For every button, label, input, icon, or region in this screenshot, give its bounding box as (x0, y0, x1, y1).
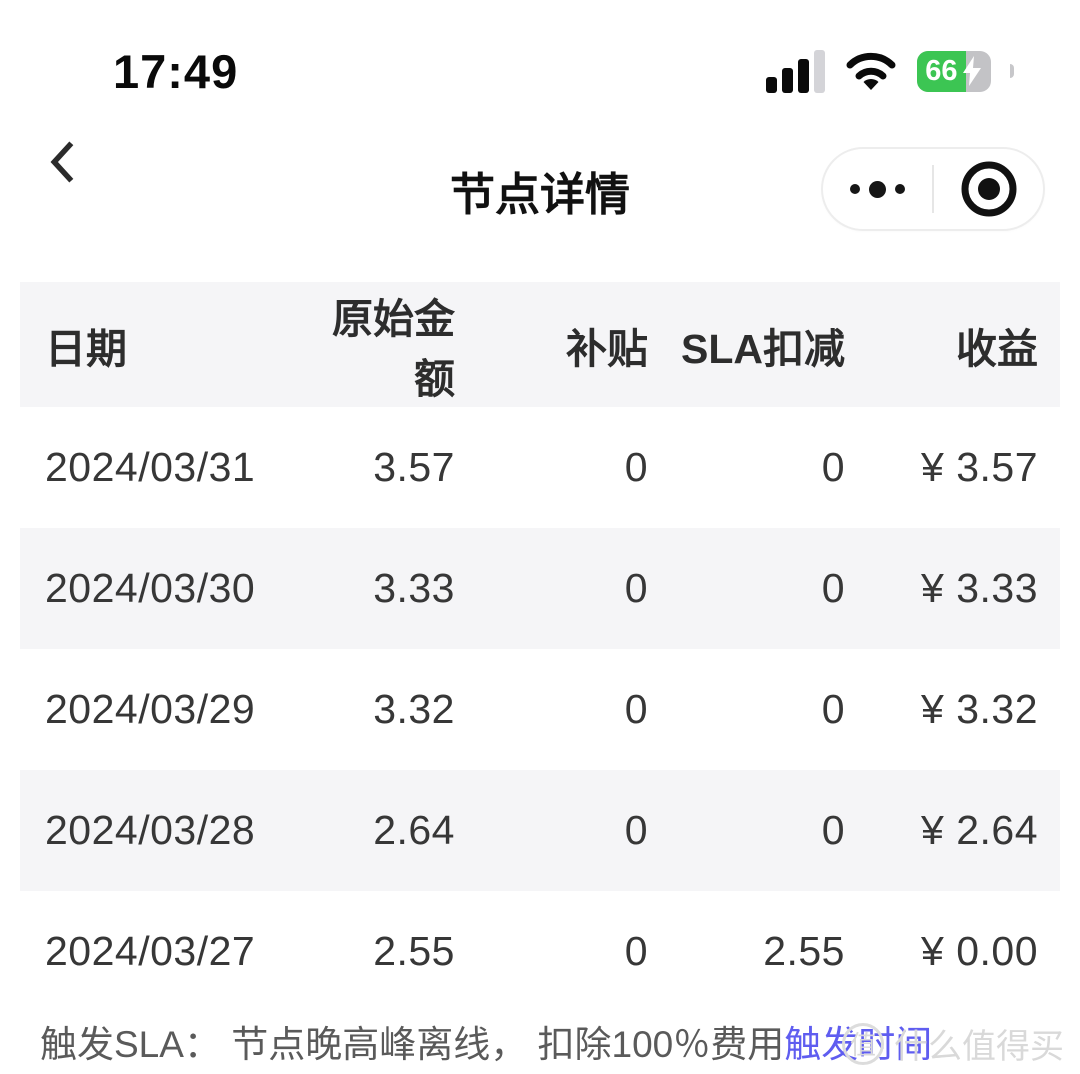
cell-date: 2024/03/31 (45, 444, 256, 490)
miniprogram-capsule (821, 147, 1045, 231)
cell-subsidy: 0 (624, 444, 648, 490)
status-time: 17:49 (113, 45, 239, 98)
column-header-original-amount: 原始金额 (332, 295, 455, 402)
watermark: 值 什么值得买 (842, 1019, 1064, 1068)
battery-fill (917, 50, 966, 92)
capsule-divider (932, 165, 934, 213)
cell-original-amount: 2.64 (373, 807, 455, 853)
status-icons: 66 (766, 48, 1014, 94)
minimize-button[interactable] (934, 149, 1043, 229)
table-row: 2024/03/29 3.32 0 0 ¥ 3.32 (20, 649, 1060, 770)
cell-date: 2024/03/27 (45, 928, 256, 974)
table-row: 2024/03/27 2.55 0 2.55 ¥ 0.00 (20, 891, 1060, 1012)
cell-date: 2024/03/30 (45, 565, 256, 611)
record-circle-icon (961, 161, 1016, 217)
battery-cap (1010, 64, 1014, 78)
table-header: 日期 原始金额 补贴 SLA扣减 收益 (20, 282, 1060, 407)
cell-income: ¥ 0.00 (921, 928, 1038, 974)
cell-sla-deduction: 0 (821, 444, 845, 490)
column-header-sla-deduction: SLA扣减 (681, 325, 845, 372)
cell-original-amount: 3.57 (373, 444, 455, 490)
wifi-icon (846, 52, 896, 90)
table-row: 2024/03/31 3.57 0 0 ¥ 3.57 (20, 407, 1060, 528)
table-row: 2024/03/30 3.33 0 0 ¥ 3.33 (20, 528, 1060, 649)
column-header-date: 日期 (45, 325, 127, 372)
page-title: 节点详情 (449, 169, 630, 220)
column-header-subsidy: 补贴 (566, 325, 648, 372)
cell-original-amount: 2.55 (373, 928, 455, 974)
cell-sla-deduction: 0 (821, 807, 845, 853)
back-button[interactable] (44, 133, 80, 191)
battery-icon: 66 (917, 50, 991, 92)
cell-sla-deduction: 2.55 (763, 928, 845, 974)
charging-bolt-icon (962, 56, 981, 86)
nav-bar: 节点详情 (0, 110, 1080, 270)
cell-date: 2024/03/29 (45, 686, 256, 732)
cell-date: 2024/03/28 (45, 807, 256, 853)
status-bar: 17:49 66 (0, 0, 1080, 110)
table-row: 2024/03/28 2.64 0 0 ¥ 2.64 (20, 770, 1060, 891)
cell-subsidy: 0 (624, 565, 648, 611)
cell-subsidy: 0 (624, 686, 648, 732)
column-header-income: 收益 (956, 325, 1038, 372)
cell-original-amount: 3.32 (373, 686, 455, 732)
more-menu-button[interactable] (823, 149, 932, 229)
table-body: 2024/03/31 3.57 0 0 ¥ 3.57 2024/03/30 3.… (20, 407, 1060, 1012)
cell-sla-deduction: 0 (821, 565, 845, 611)
ellipsis-icon (850, 180, 905, 198)
watermark-badge: 值 (842, 1022, 884, 1065)
watermark-text: 什么值得买 (894, 1028, 1064, 1066)
cell-subsidy: 0 (624, 928, 648, 974)
cell-income: ¥ 3.33 (921, 565, 1038, 611)
cell-sla-deduction: 0 (821, 686, 845, 732)
earnings-table: 日期 原始金额 补贴 SLA扣减 收益 2024/03/31 3.57 0 0 … (20, 282, 1060, 1012)
sla-note-text: 触发SLA： 节点晚高峰离线， 扣除100％费用 (40, 1024, 785, 1065)
cell-original-amount: 3.33 (373, 565, 455, 611)
cell-income: ¥ 2.64 (921, 807, 1038, 853)
cell-income: ¥ 3.32 (921, 686, 1038, 732)
cellular-signal-icon (766, 49, 825, 93)
cell-income: ¥ 3.57 (921, 444, 1038, 490)
cell-subsidy: 0 (624, 807, 648, 853)
battery-percent: 66 (925, 54, 958, 87)
